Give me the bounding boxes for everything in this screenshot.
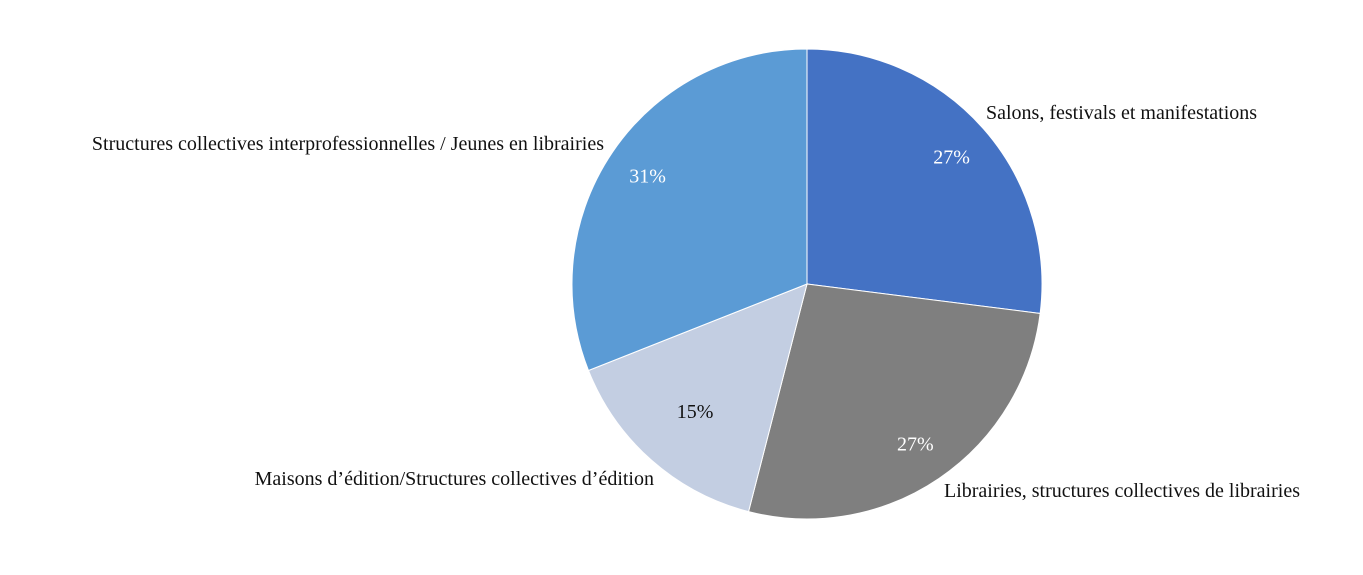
pie-slice-salons-festivals [806, 48, 1043, 315]
percent-labels: 27% 27% 15% 31% [629, 147, 970, 456]
pie-category-label-maisons-edition: Maisons d’édition/Structures collectives… [255, 468, 654, 490]
pie-category-label-librairies: Librairies, structures collectives de li… [944, 480, 1300, 502]
pie-percent-label-maisons-edition: 15% [677, 401, 714, 423]
pie-percent-label-librairies: 27% [897, 433, 934, 455]
pie-slice-maisons-edition [587, 283, 808, 513]
pie-slices [571, 48, 1043, 520]
pie-category-label-structures-interprofessionnelles: Structures collectives interprofessionne… [92, 133, 604, 155]
category-labels: Salons, festivals et manifestations Libra… [92, 102, 1300, 502]
pie-slice-librairies [747, 283, 1041, 520]
pie-category-label-salons-festivals: Salons, festivals et manifestations [986, 102, 1257, 124]
pie-percent-label-structures-interprofessionnelles: 31% [629, 166, 666, 188]
pie-slice-structures-interprofessionnelles [571, 48, 808, 372]
pie-percent-label-salons-festivals: 27% [933, 147, 970, 169]
